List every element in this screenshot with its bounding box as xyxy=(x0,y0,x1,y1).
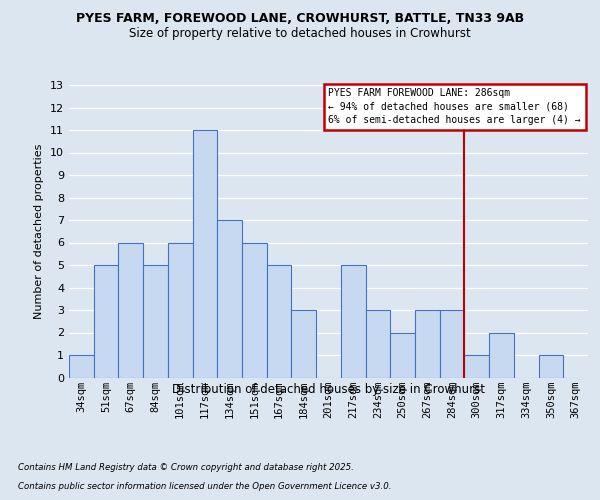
Bar xyxy=(539,355,563,378)
Bar xyxy=(292,310,316,378)
Text: Distribution of detached houses by size in Crowhurst: Distribution of detached houses by size … xyxy=(172,382,485,396)
Text: PYES FARM FOREWOOD LANE: 286sqm
← 94% of detached houses are smaller (68)
6% of : PYES FARM FOREWOOD LANE: 286sqm ← 94% of… xyxy=(329,88,581,125)
Text: Size of property relative to detached houses in Crowhurst: Size of property relative to detached ho… xyxy=(129,28,471,40)
Bar xyxy=(489,332,514,378)
Text: Contains public sector information licensed under the Open Government Licence v3: Contains public sector information licen… xyxy=(18,482,392,491)
Bar xyxy=(143,265,168,378)
Bar xyxy=(341,265,365,378)
Bar xyxy=(168,242,193,378)
Bar xyxy=(267,265,292,378)
Text: PYES FARM, FOREWOOD LANE, CROWHURST, BATTLE, TN33 9AB: PYES FARM, FOREWOOD LANE, CROWHURST, BAT… xyxy=(76,12,524,26)
Bar xyxy=(193,130,217,378)
Bar xyxy=(217,220,242,378)
Bar xyxy=(242,242,267,378)
Bar xyxy=(390,332,415,378)
Bar xyxy=(94,265,118,378)
Bar xyxy=(415,310,440,378)
Bar xyxy=(365,310,390,378)
Bar xyxy=(118,242,143,378)
Bar xyxy=(464,355,489,378)
Text: Contains HM Land Registry data © Crown copyright and database right 2025.: Contains HM Land Registry data © Crown c… xyxy=(18,464,354,472)
Bar xyxy=(69,355,94,378)
Bar xyxy=(440,310,464,378)
Y-axis label: Number of detached properties: Number of detached properties xyxy=(34,144,44,319)
